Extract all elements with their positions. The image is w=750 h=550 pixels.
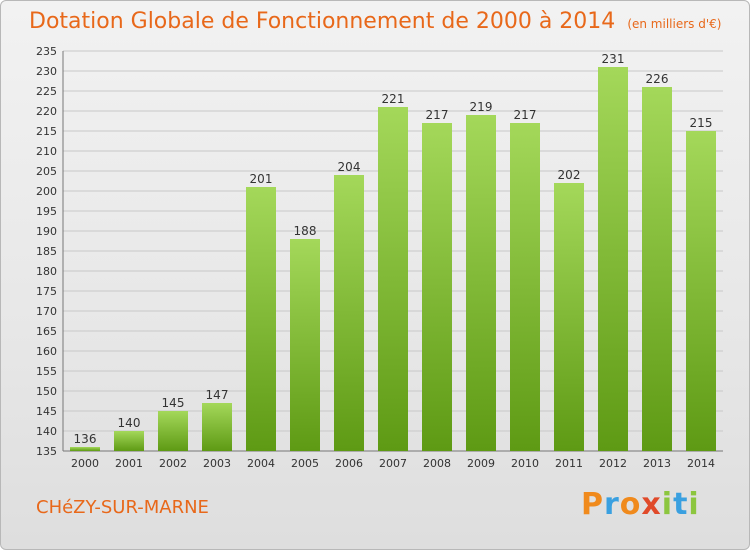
chart-title: Dotation Globale de Fonctionnement de 20… (29, 9, 721, 34)
y-tick-label: 220 (36, 105, 57, 118)
x-tick-label: 2002 (159, 457, 187, 470)
bar (70, 447, 100, 451)
x-tick-label: 2010 (511, 457, 539, 470)
bar-value-label: 201 (250, 172, 273, 186)
x-tick-label: 2003 (203, 457, 231, 470)
x-tick-label: 2014 (687, 457, 715, 470)
y-tick-label: 135 (36, 445, 57, 458)
proxiti-logo-letter: r (604, 487, 620, 522)
y-tick-label: 235 (36, 45, 57, 58)
bar (598, 67, 628, 451)
y-tick-label: 165 (36, 325, 57, 338)
y-tick-label: 215 (36, 125, 57, 138)
y-tick-label: 230 (36, 65, 57, 78)
proxiti-logo-letter: t (673, 487, 689, 522)
chart-title-text: Dotation Globale de Fonctionnement de 20… (29, 9, 616, 34)
y-tick-label: 195 (36, 205, 57, 218)
bar (554, 183, 584, 451)
bar-value-label: 219 (470, 100, 493, 114)
bar-value-label: 231 (602, 52, 625, 66)
x-tick-label: 2012 (599, 457, 627, 470)
bar-value-label: 221 (382, 92, 405, 106)
y-tick-label: 175 (36, 285, 57, 298)
bar (510, 123, 540, 451)
x-tick-label: 2004 (247, 457, 275, 470)
y-tick-label: 170 (36, 305, 57, 318)
bar-value-label: 136 (74, 432, 97, 446)
y-tick-label: 150 (36, 385, 57, 398)
proxiti-logo-letter: i (661, 487, 674, 522)
bar (202, 403, 232, 451)
y-tick-label: 145 (36, 405, 57, 418)
y-tick-label: 160 (36, 345, 57, 358)
commune-name: CHéZY-SUR-MARNE (36, 497, 209, 518)
bar (334, 175, 364, 451)
x-tick-label: 2005 (291, 457, 319, 470)
bar (686, 131, 716, 451)
bar (642, 87, 672, 451)
y-tick-label: 225 (36, 85, 57, 98)
bar-value-label: 204 (338, 160, 361, 174)
bar-value-label: 202 (558, 168, 581, 182)
bar (290, 239, 320, 451)
x-tick-label: 2009 (467, 457, 495, 470)
x-tick-label: 2000 (71, 457, 99, 470)
bar (378, 107, 408, 451)
proxiti-logo-letter: i (688, 487, 700, 522)
bar-value-label: 217 (426, 108, 449, 122)
proxiti-logo-letter: x (641, 487, 662, 522)
y-tick-label: 140 (36, 425, 57, 438)
proxiti-logo-letter: P (581, 487, 604, 522)
bar-value-label: 215 (690, 116, 713, 130)
bar (246, 187, 276, 451)
bar-value-label: 140 (118, 416, 141, 430)
bar-value-label: 147 (206, 388, 229, 402)
bar-value-label: 188 (294, 224, 317, 238)
x-tick-label: 2011 (555, 457, 583, 470)
bar-value-label: 217 (514, 108, 537, 122)
bar-value-label: 226 (646, 72, 669, 86)
x-tick-label: 2001 (115, 457, 143, 470)
y-tick-label: 205 (36, 165, 57, 178)
proxiti-logo: Proxiti (581, 487, 700, 522)
bar-value-label: 145 (162, 396, 185, 410)
bar (466, 115, 496, 451)
y-tick-label: 190 (36, 225, 57, 238)
chart-unit-note: (en milliers d'€) (627, 17, 722, 31)
proxiti-logo-letter: o (619, 487, 642, 522)
bar (114, 431, 144, 451)
x-tick-label: 2013 (643, 457, 671, 470)
bar (158, 411, 188, 451)
y-tick-label: 210 (36, 145, 57, 158)
bar (422, 123, 452, 451)
y-tick-label: 180 (36, 265, 57, 278)
y-tick-label: 155 (36, 365, 57, 378)
x-tick-label: 2006 (335, 457, 363, 470)
x-tick-label: 2007 (379, 457, 407, 470)
y-tick-label: 185 (36, 245, 57, 258)
x-tick-label: 2008 (423, 457, 451, 470)
y-tick-label: 200 (36, 185, 57, 198)
